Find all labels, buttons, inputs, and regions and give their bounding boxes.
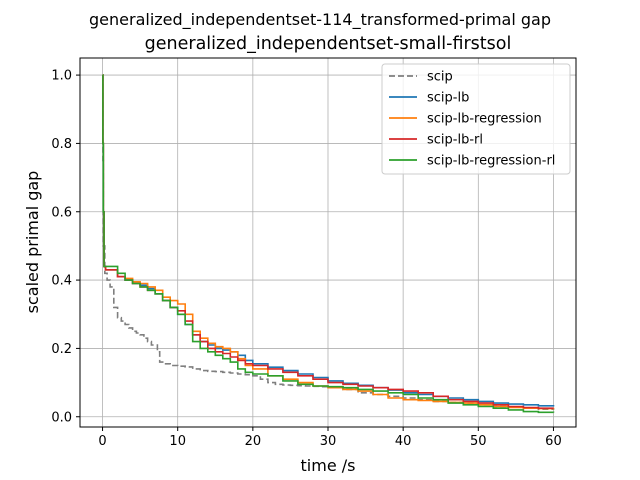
chart-title: generalized_independentset-small-firstso… [145, 34, 512, 54]
x-tick-label: 50 [470, 434, 487, 449]
y-tick-label: 1.0 [51, 69, 72, 84]
legend: scip scip-lb scip-lb-regression scip-lb-rl s… [381, 63, 571, 175]
series-line-scip [102, 74, 555, 410]
x-axis-label: time /s [301, 456, 356, 475]
x-tick-label: 40 [395, 434, 412, 449]
legend-label: scip [427, 70, 453, 85]
x-tick-label: 60 [545, 434, 562, 449]
y-tick-label: 0.4 [51, 274, 72, 289]
y-tick-label: 0.2 [51, 342, 72, 357]
series-lines [102, 74, 555, 414]
legend-label: scip-lb [427, 91, 469, 106]
axis-ticks: 0 10 20 30 40 50 60 0.0 0.2 0.4 0.6 0.8 1.0 [51, 69, 561, 449]
x-tick-label: 20 [245, 434, 262, 449]
grid-lines [80, 58, 576, 427]
legend-frame [381, 63, 571, 175]
y-tick-label: 0.0 [51, 410, 72, 425]
legend-label: scip-lb-regression-rl [427, 154, 555, 169]
x-tick-label: 10 [169, 434, 186, 449]
y-tick-label: 0.8 [51, 137, 72, 152]
x-tick-label: 0 [98, 434, 106, 449]
y-axis-label: scaled primal gap [23, 171, 42, 314]
y-tick-label: 0.6 [51, 205, 72, 220]
legend-label: scip-lb-regression [427, 112, 542, 127]
legend-label: scip-lb-rl [427, 133, 483, 148]
x-tick-label: 30 [320, 434, 337, 449]
series-line-scip-lb-regression-rl [102, 74, 555, 414]
legend-items: scip scip-lb scip-lb-regression scip-lb-rl s… [389, 70, 555, 169]
chart-suptitle: generalized_independentset-114_transform… [89, 10, 551, 30]
